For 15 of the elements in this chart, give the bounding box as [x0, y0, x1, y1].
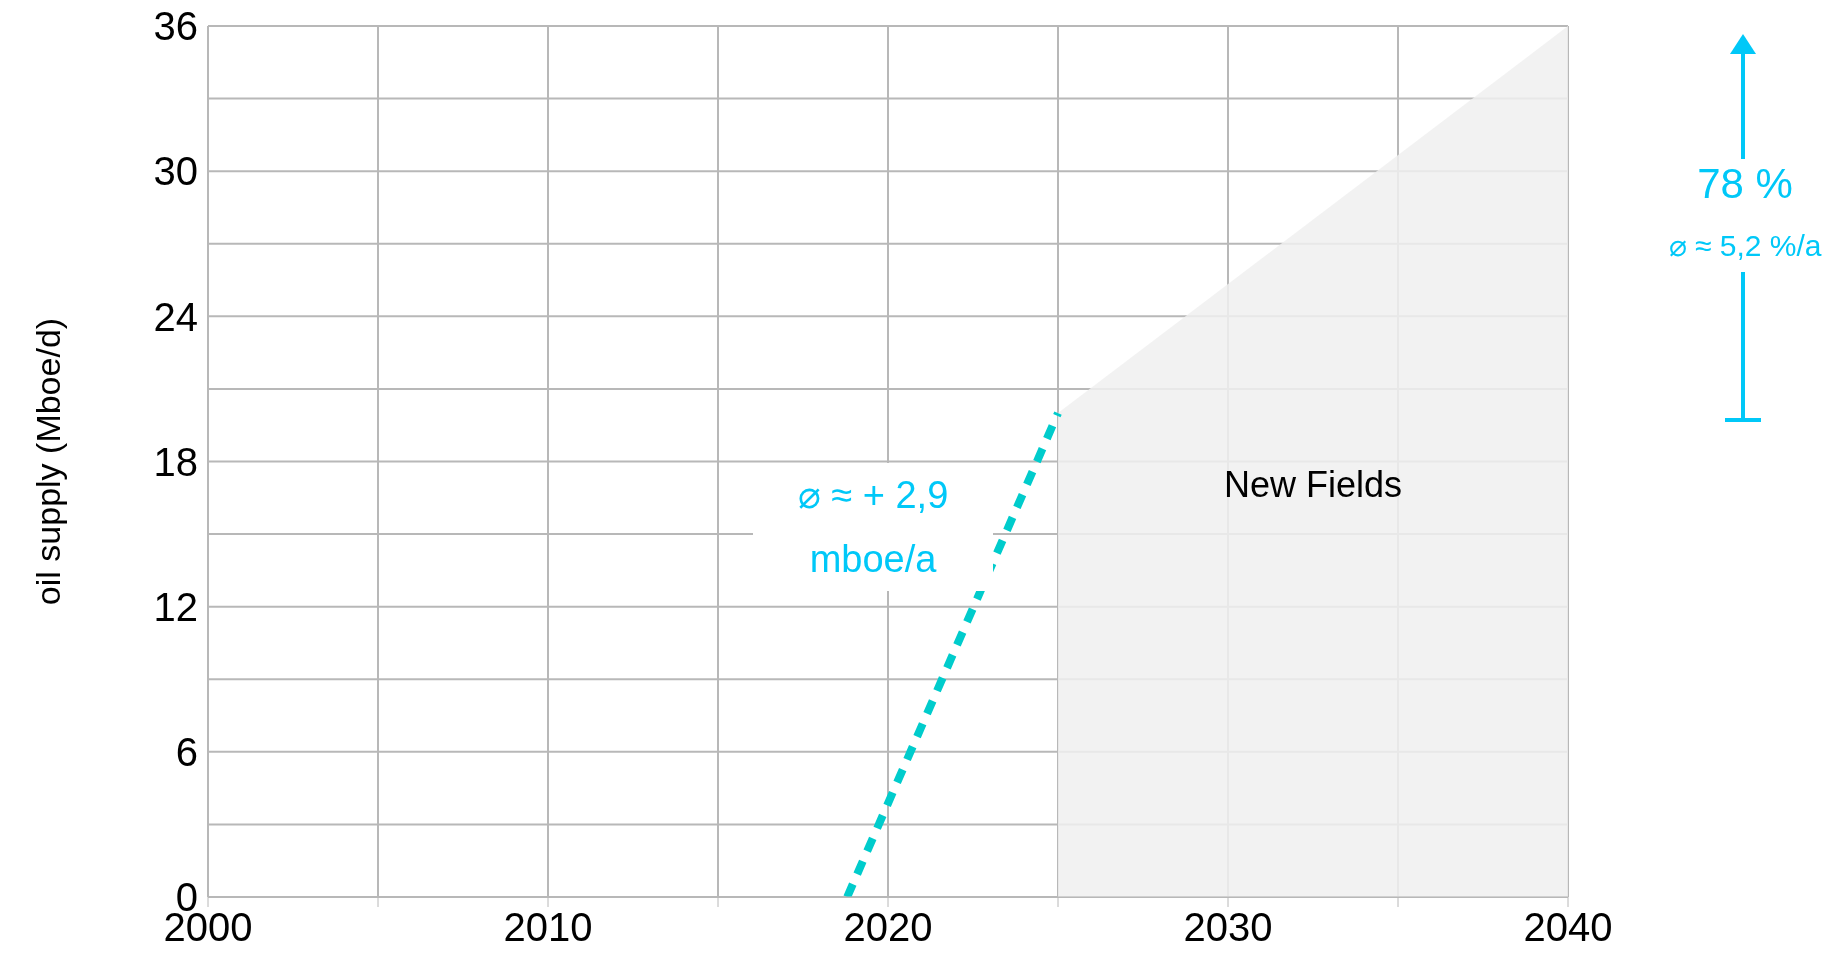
x-tick-label: 2040	[1523, 905, 1613, 950]
y-tick-label: 30	[153, 149, 198, 194]
y-tick-label: 18	[153, 439, 198, 484]
y-tick-label: 24	[153, 294, 198, 339]
y-tick-label: 12	[153, 584, 198, 629]
y-axis-title: oil supply (Mboe/d)	[29, 317, 68, 606]
text: 78 %	[1696, 160, 1794, 208]
text: ⌀ ≈ 5,2 %/a	[1667, 228, 1823, 263]
annotation: ⌀ ≈ + 2,9 mboe/a	[753, 463, 993, 591]
series-label: New Fields	[1222, 463, 1404, 506]
x-tick-label: 2010	[503, 905, 593, 950]
y-tick-label: 36	[153, 4, 198, 49]
x-tick-label: 2020	[843, 905, 933, 950]
x-tick-label: 2030	[1183, 905, 1273, 950]
y-tick-label: 6	[175, 730, 198, 775]
